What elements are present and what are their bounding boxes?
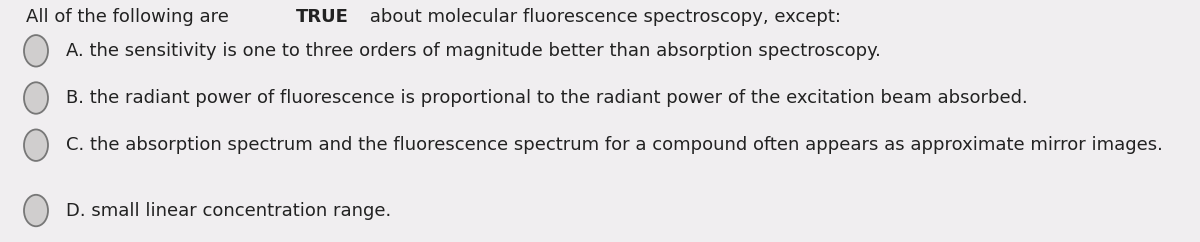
Text: TRUE: TRUE — [295, 8, 348, 26]
Ellipse shape — [24, 195, 48, 226]
Ellipse shape — [24, 129, 48, 161]
Text: D. small linear concentration range.: D. small linear concentration range. — [66, 202, 391, 219]
Ellipse shape — [24, 35, 48, 67]
Text: All of the following are: All of the following are — [26, 8, 235, 26]
Text: A. the sensitivity is one to three orders of magnitude better than absorption sp: A. the sensitivity is one to three order… — [66, 42, 881, 60]
Ellipse shape — [24, 82, 48, 114]
Text: about molecular fluorescence spectroscopy, except:: about molecular fluorescence spectroscop… — [364, 8, 841, 26]
Text: C. the absorption spectrum and the fluorescence spectrum for a compound often ap: C. the absorption spectrum and the fluor… — [66, 136, 1163, 154]
Text: B. the radiant power of fluorescence is proportional to the radiant power of the: B. the radiant power of fluorescence is … — [66, 89, 1027, 107]
